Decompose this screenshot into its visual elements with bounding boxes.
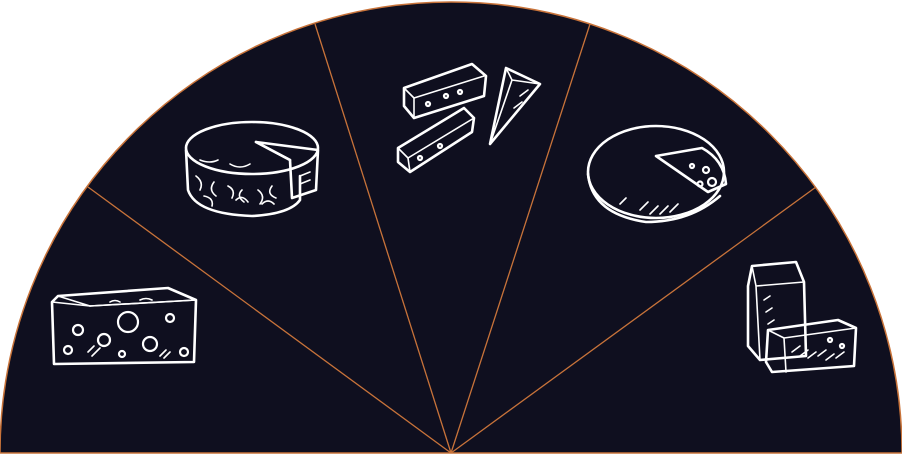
cheese-sticks-icon <box>396 62 542 174</box>
divider-2 <box>314 23 452 454</box>
camembert-wheel-icon <box>184 120 320 218</box>
sector-dividers <box>87 23 817 454</box>
swiss-cheese-wedge-icon <box>50 286 198 366</box>
divider-3 <box>450 23 591 454</box>
parmesan-blocks-icon <box>746 260 858 374</box>
divider-1 <box>87 186 452 454</box>
gouda-wheel-icon <box>586 124 728 224</box>
divider-4 <box>450 186 817 454</box>
